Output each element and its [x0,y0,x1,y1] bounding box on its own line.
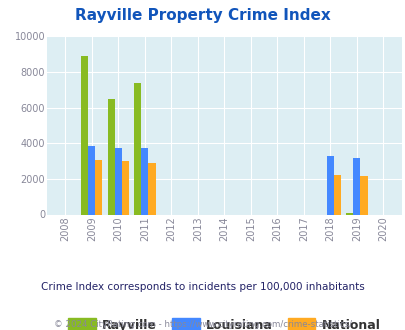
Bar [333,175,340,214]
Bar [345,213,352,214]
Bar [141,148,148,214]
Text: Crime Index corresponds to incidents per 100,000 inhabitants: Crime Index corresponds to incidents per… [41,282,364,292]
Bar [134,83,141,214]
Bar [122,161,129,214]
Text: Rayville Property Crime Index: Rayville Property Crime Index [75,8,330,23]
Bar [88,147,95,214]
Bar [326,156,333,214]
Bar [148,163,155,214]
Bar [81,56,88,214]
Legend: Rayville, Louisiana, National: Rayville, Louisiana, National [63,314,384,330]
Bar [95,160,102,214]
Bar [107,99,114,214]
Bar [360,176,367,214]
Text: © 2024 CityRating.com - https://www.cityrating.com/crime-statistics/: © 2024 CityRating.com - https://www.city… [54,320,351,329]
Bar [114,148,122,214]
Bar [352,158,360,214]
